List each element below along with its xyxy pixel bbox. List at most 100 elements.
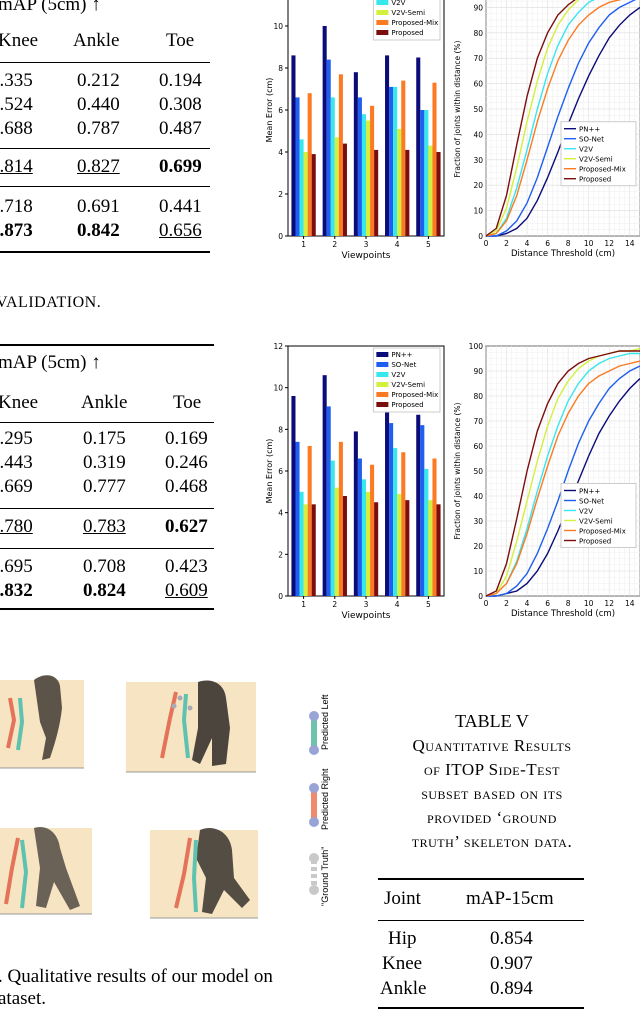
table-bottom-col-ankle: Ankle xyxy=(81,392,128,413)
legend-label: PN++ xyxy=(391,351,412,359)
table-v-col-map: mAP-15cm xyxy=(466,888,554,909)
depth-panel xyxy=(0,826,92,915)
bar xyxy=(342,143,347,236)
legend-label: Proposed xyxy=(579,538,611,546)
table-top-rule xyxy=(0,148,210,149)
bar xyxy=(334,137,339,236)
table-v-caption-line: Quantitative Results xyxy=(412,736,572,755)
legend-label: Proposed xyxy=(391,29,423,37)
legend-label: Proposed-Mix xyxy=(579,528,626,536)
x-axis-label: Viewpoints xyxy=(342,611,391,621)
bar xyxy=(436,504,441,596)
x-tick-label: 3 xyxy=(364,240,369,249)
y-tick-label: 4 xyxy=(278,148,283,157)
bar xyxy=(361,114,366,236)
bar xyxy=(385,55,390,237)
curve-legend: PN++ SO-Net V2V V2V-Semi Proposed-Mix Propose… xyxy=(560,121,637,187)
legend-label: V2V xyxy=(579,508,593,516)
bar xyxy=(353,72,358,236)
table-v-title: TABLE V xyxy=(455,711,529,731)
y-tick-label: 90 xyxy=(473,3,483,12)
table-cell: 0.669 xyxy=(0,476,33,497)
legend-swatch xyxy=(376,30,389,35)
bar xyxy=(299,491,304,596)
legend-label: PN++ xyxy=(579,488,600,496)
table-cell: 0.842 xyxy=(77,220,120,241)
table-cell: 0.246 xyxy=(165,452,208,473)
table-cell: 0.440 xyxy=(77,94,120,115)
predicted-left-label: Predicted Left xyxy=(320,694,330,750)
table-cell: 0.441 xyxy=(159,196,202,217)
table-cell: 0.688 xyxy=(0,118,33,139)
bar xyxy=(366,120,371,236)
table-cell: 0.832 xyxy=(0,580,33,601)
x-tick-label: 8 xyxy=(566,239,571,248)
bar xyxy=(295,97,300,237)
x-tick-label: 6 xyxy=(545,599,550,608)
legend-label: SO-Net xyxy=(391,361,416,369)
x-tick-label: 2 xyxy=(504,239,509,248)
x-tick-label: 14 xyxy=(625,239,635,248)
table-cell: 0.627 xyxy=(165,516,208,537)
series-line xyxy=(485,360,640,597)
y-tick-label: 10 xyxy=(473,207,483,216)
x-axis-label: Distance Threshold (cm) xyxy=(511,249,615,259)
bar xyxy=(353,431,358,596)
y-tick-label: 20 xyxy=(473,181,483,190)
bar xyxy=(416,57,421,236)
y-tick-label: 12 xyxy=(273,342,283,351)
bar xyxy=(393,86,398,237)
bar xyxy=(311,504,316,596)
table-v-caption-line: truth’ skeleton data. xyxy=(411,832,573,851)
y-tick-label: 0 xyxy=(478,592,483,601)
bar xyxy=(330,460,335,596)
x-tick-label: 6 xyxy=(545,239,550,248)
y-tick-label: 6 xyxy=(278,106,283,115)
bar xyxy=(361,479,366,596)
y-tick-label: 10 xyxy=(273,22,283,31)
table-bottom-col-toe: Toe xyxy=(173,392,202,413)
depth-panel xyxy=(0,675,84,769)
depth-silhouette xyxy=(196,828,250,914)
y-tick-label: 70 xyxy=(473,54,483,63)
table-cell: 0.212 xyxy=(77,70,120,91)
bar xyxy=(420,110,425,236)
y-tick-label: 2 xyxy=(278,550,283,559)
bar xyxy=(307,446,312,596)
bar xyxy=(322,26,327,236)
legend-label: V2V xyxy=(391,371,405,379)
y-tick-label: 30 xyxy=(473,517,483,526)
y-tick-label: 6 xyxy=(278,467,283,476)
predicted-left-bone xyxy=(16,697,25,751)
x-tick-label: 5 xyxy=(426,240,431,249)
bar xyxy=(416,414,421,596)
table-cell: 0.295 xyxy=(0,428,33,449)
legend-label: Proposed xyxy=(391,401,423,409)
table-v-caption-line: provided ‘ground xyxy=(427,808,557,827)
x-tick-label: 4 xyxy=(525,599,530,608)
qualitative-figure xyxy=(0,668,300,933)
skeleton-legend-glyphs xyxy=(309,711,319,895)
series-line xyxy=(485,0,622,237)
y-tick-label: 2 xyxy=(278,190,283,199)
bar xyxy=(366,491,371,596)
y-axis-label: Mean Error (cm) xyxy=(265,78,274,143)
legend-label: V2V xyxy=(579,146,593,154)
table-top-caption-fragment: VALIDATION. xyxy=(0,294,102,311)
legend-swatch xyxy=(376,10,389,15)
bar xyxy=(405,500,410,596)
x-tick-label: 0 xyxy=(484,239,489,248)
bar xyxy=(357,458,362,596)
predicted-right-label: Predicted Right xyxy=(320,768,330,830)
table-cell: Knee xyxy=(382,953,423,974)
table-top-rule xyxy=(0,62,210,63)
curve-chart-top-svg: 0 10 20 30 40 50 60 70 80 90 0 2 4 6 8 10 12 14 Distance T… xyxy=(453,0,640,259)
bar xyxy=(338,74,343,236)
bar xyxy=(397,493,402,596)
table-cell: 0.894 xyxy=(490,978,533,999)
y-tick-label: 60 xyxy=(473,442,483,451)
bar xyxy=(303,152,308,236)
table-top-header-title: mAP (5cm) ↑ xyxy=(0,0,101,15)
table-cell: 0.524 xyxy=(0,94,33,115)
